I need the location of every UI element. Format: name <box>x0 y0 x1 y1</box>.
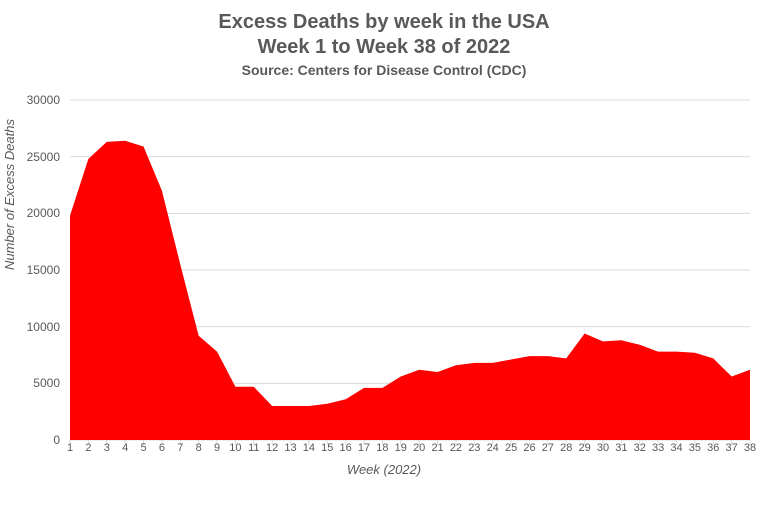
x-tick-label: 6 <box>159 442 165 454</box>
x-tick-label: 27 <box>542 442 554 454</box>
x-tick-label: 24 <box>487 442 499 454</box>
x-tick-label: 19 <box>395 442 407 454</box>
y-tick-label: 20000 <box>0 206 60 220</box>
chart-subtitle: Source: Centers for Disease Control (CDC… <box>0 62 768 78</box>
x-tick-label: 16 <box>340 442 352 454</box>
x-tick-label: 11 <box>248 442 259 454</box>
area-series <box>70 141 750 440</box>
x-tick-label: 29 <box>578 442 590 454</box>
x-tick-label: 3 <box>104 442 110 454</box>
x-tick-label: 17 <box>358 442 370 454</box>
y-tick-label: 25000 <box>0 150 60 164</box>
x-tick-label: 33 <box>652 442 664 454</box>
x-tick-label: 20 <box>413 442 425 454</box>
y-tick-label: 5000 <box>0 376 60 390</box>
title-line1: Excess Deaths by week in the USA <box>0 10 768 35</box>
x-tick-label: 18 <box>376 442 388 454</box>
x-tick-label: 14 <box>303 442 315 454</box>
x-tick-label: 15 <box>321 442 333 454</box>
plot-area <box>70 100 750 440</box>
x-tick-label: 1 <box>67 442 73 454</box>
x-tick-label: 34 <box>670 442 682 454</box>
y-tick-label: 15000 <box>0 263 60 277</box>
x-tick-label: 22 <box>450 442 462 454</box>
area-chart-svg <box>70 100 750 440</box>
x-tick-label: 21 <box>431 442 443 454</box>
x-tick-label: 7 <box>177 442 183 454</box>
chart-container: Excess Deaths by week in the USA Week 1 … <box>0 0 768 505</box>
x-axis-ticks: 1234567891011121314151617181920212223242… <box>70 440 750 460</box>
x-tick-label: 26 <box>523 442 535 454</box>
x-tick-label: 10 <box>229 442 241 454</box>
chart-title: Excess Deaths by week in the USA Week 1 … <box>0 0 768 60</box>
x-axis-label: Week (2022) <box>0 462 768 477</box>
x-tick-label: 30 <box>597 442 609 454</box>
x-tick-label: 2 <box>85 442 91 454</box>
x-tick-label: 37 <box>725 442 737 454</box>
x-tick-label: 12 <box>266 442 278 454</box>
x-tick-label: 4 <box>122 442 128 454</box>
y-tick-label: 10000 <box>0 320 60 334</box>
x-tick-label: 8 <box>196 442 202 454</box>
y-tick-label: 30000 <box>0 93 60 107</box>
x-tick-label: 23 <box>468 442 480 454</box>
x-tick-label: 25 <box>505 442 517 454</box>
x-tick-label: 31 <box>615 442 627 454</box>
y-tick-label: 0 <box>0 433 60 447</box>
x-tick-label: 32 <box>634 442 646 454</box>
x-tick-label: 36 <box>707 442 719 454</box>
y-axis-ticks: 050001000015000200002500030000 <box>0 100 66 440</box>
x-tick-label: 35 <box>689 442 701 454</box>
x-tick-label: 13 <box>284 442 296 454</box>
title-line2: Week 1 to Week 38 of 2022 <box>0 35 768 60</box>
x-tick-label: 38 <box>744 442 756 454</box>
x-tick-label: 9 <box>214 442 220 454</box>
x-tick-label: 28 <box>560 442 572 454</box>
x-tick-label: 5 <box>140 442 146 454</box>
